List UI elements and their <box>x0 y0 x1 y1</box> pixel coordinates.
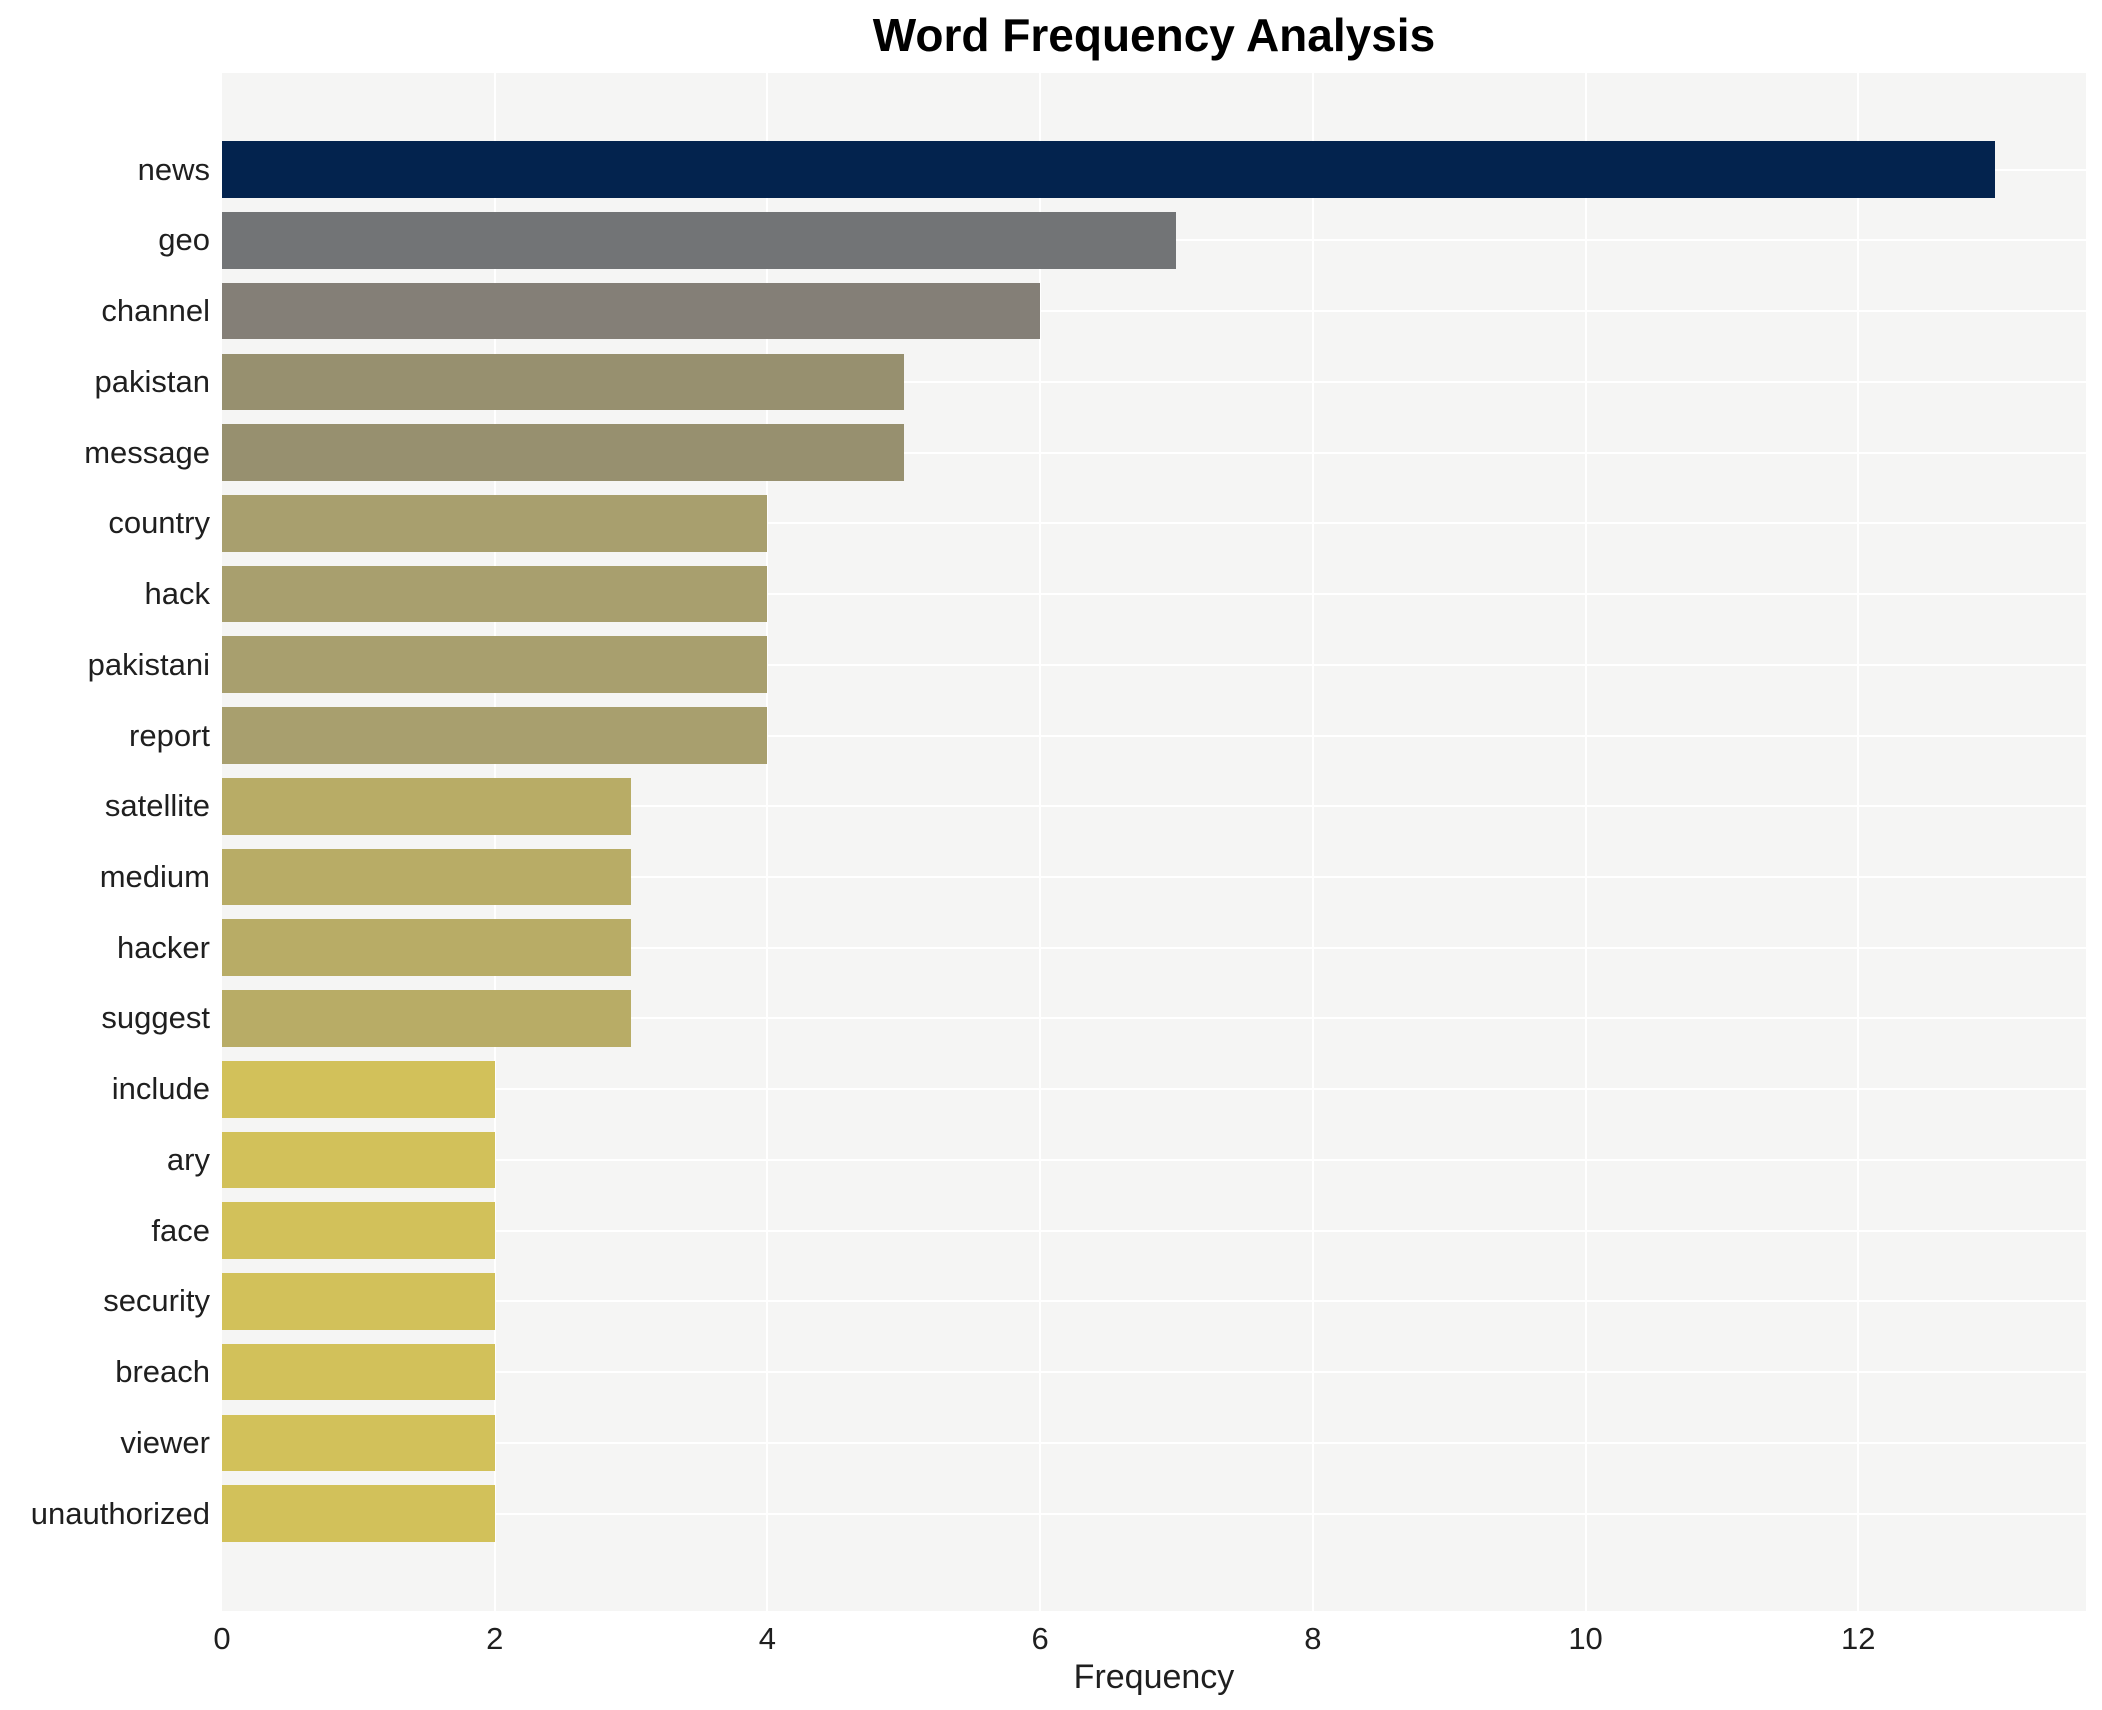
bar-country <box>222 495 768 552</box>
gridline-vertical-10 <box>1584 73 1587 1611</box>
y-tick-label-suggest: suggest <box>101 1000 210 1036</box>
gridline-vertical-6 <box>1039 73 1042 1611</box>
x-tick-label-2: 2 <box>486 1621 504 1656</box>
y-tick-label-channel: channel <box>101 293 210 329</box>
gridline-horizontal-suggest <box>222 1017 2086 1020</box>
y-tick-label-security: security <box>103 1283 210 1319</box>
y-tick-label-medium: medium <box>99 859 210 894</box>
bar-pakistan <box>222 353 904 411</box>
gridline-horizontal-channel <box>222 310 2086 313</box>
gridline-horizontal-pakistani <box>222 663 2086 666</box>
y-tick-label-face: face <box>151 1212 210 1248</box>
gridline-horizontal-security <box>222 1300 2086 1303</box>
plot-area <box>222 73 2086 1611</box>
y-tick-label-news: news <box>137 151 210 187</box>
y-tick-label-geo: geo <box>158 222 210 258</box>
x-tick-label-0: 0 <box>213 1621 231 1656</box>
bar-medium <box>222 848 632 906</box>
y-tick-label-report: report <box>129 717 210 753</box>
bar-report <box>222 707 768 764</box>
bar-hack <box>222 565 768 623</box>
bar-suggest <box>222 990 632 1047</box>
x-tick-label-8: 8 <box>1304 1621 1322 1656</box>
y-tick-label-message: message <box>84 434 210 470</box>
y-tick-label-include: include <box>111 1071 210 1107</box>
gridline-horizontal-viewer <box>222 1441 2086 1444</box>
bar-face <box>222 1202 495 1259</box>
y-tick-label-pakistan: pakistan <box>94 363 210 399</box>
bar-hacker <box>222 919 632 977</box>
x-tick-label-10: 10 <box>1568 1621 1603 1656</box>
bar-include <box>222 1060 495 1118</box>
gridline-horizontal-breach <box>222 1371 2086 1374</box>
bar-message <box>222 424 904 481</box>
bar-breach <box>222 1343 495 1401</box>
y-tick-label-hacker: hacker <box>116 929 210 965</box>
x-axis-label: Frequency <box>1073 1658 1235 1696</box>
y-tick-label-viewer: viewer <box>120 1424 210 1460</box>
bar-ary <box>222 1131 495 1189</box>
gridline-horizontal-satellite <box>222 805 2086 808</box>
gridline-horizontal-unauthorized <box>222 1512 2086 1515</box>
bar-satellite <box>222 777 632 835</box>
bar-geo <box>222 212 1177 269</box>
gridline-horizontal-pakistan <box>222 380 2086 383</box>
x-tick-label-6: 6 <box>1031 1621 1049 1656</box>
gridline-horizontal-report <box>222 734 2086 737</box>
gridline-horizontal-message <box>222 451 2086 454</box>
gridline-horizontal-country <box>222 522 2086 525</box>
y-tick-label-satellite: satellite <box>104 788 210 824</box>
y-tick-label-breach: breach <box>115 1354 210 1390</box>
y-tick-label-pakistani: pakistani <box>87 646 210 682</box>
gridline-horizontal-hack <box>222 593 2086 596</box>
chart-title: Word Frequency Analysis <box>872 9 1436 61</box>
y-tick-label-hack: hack <box>144 576 210 612</box>
bar-news <box>222 141 1995 198</box>
bar-viewer <box>222 1414 495 1472</box>
gridline-vertical-4 <box>766 73 769 1611</box>
y-tick-label-unauthorized: unauthorized <box>30 1495 210 1531</box>
gridline-vertical-2 <box>493 73 496 1611</box>
bar-unauthorized <box>222 1485 495 1542</box>
y-tick-label-country: country <box>108 505 210 541</box>
bar-pakistani <box>222 636 768 694</box>
gridline-horizontal-medium <box>222 876 2086 878</box>
x-tick-label-4: 4 <box>758 1621 777 1656</box>
gridline-vertical-8 <box>1311 73 1314 1611</box>
bar-channel <box>222 282 1041 340</box>
bar-security <box>222 1273 495 1330</box>
gridline-horizontal-ary <box>222 1158 2086 1161</box>
gridline-horizontal-face <box>222 1229 2086 1232</box>
x-tick-label-12: 12 <box>1841 1621 1876 1656</box>
gridline-horizontal-hacker <box>222 946 2086 949</box>
y-tick-label-ary: ary <box>166 1141 210 1177</box>
gridline-vertical-12 <box>1857 73 1860 1611</box>
gridline-horizontal-include <box>222 1088 2086 1091</box>
